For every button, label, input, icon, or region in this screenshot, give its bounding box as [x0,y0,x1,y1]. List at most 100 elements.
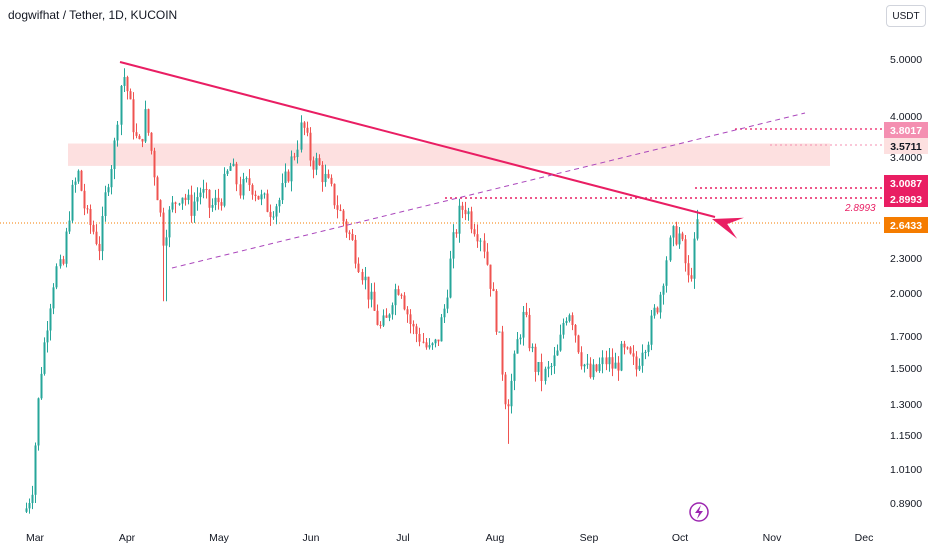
price-label-bg [884,175,928,191]
candle-body [245,178,248,180]
candle-body [25,508,28,512]
candle-body [104,192,107,217]
ascending-dashed-trendline[interactable] [171,112,806,269]
candle-body [403,295,406,310]
candle-body [59,259,62,267]
candle-body [110,169,113,188]
candle-body [357,263,360,273]
candle-body [235,163,238,185]
candle-body [528,314,531,349]
candle-body [89,209,92,226]
candle-body [519,337,522,340]
candle-body [217,197,220,203]
candle-body [418,333,421,342]
candle-body [43,342,46,374]
candle-body [443,308,446,318]
candle-body [412,323,415,327]
candle-body [126,77,129,92]
candle-body [440,317,443,342]
candle-body [467,211,470,215]
candle-body [178,203,181,205]
x-tick-label: Nov [763,532,782,544]
candle-body [74,181,77,185]
candle-body [422,341,425,343]
y-tick-label: 1.1500 [890,430,922,442]
price-label-bg [884,138,928,154]
candle-body [580,352,583,367]
candle-body [361,272,364,281]
candle-body [95,231,98,244]
candle-body [495,291,498,332]
candle-body [214,197,217,206]
candle-body [672,226,675,238]
candle-body [65,231,68,264]
price-label: 3.5711 [890,141,922,153]
candle-body [659,294,662,313]
candle-body [330,177,333,184]
candle-body [98,243,101,252]
candle-body [190,194,193,216]
candle-body [129,91,132,100]
candle-body [489,264,492,289]
price-label: 2.8993 [890,194,922,206]
candle-body [239,184,242,196]
candle-body [693,238,696,279]
candle-body [260,194,263,200]
y-tick-label: 2.3000 [890,253,922,265]
candle-body [220,202,223,206]
candle-body [229,166,232,171]
candle-body [455,232,458,234]
candle-body [370,291,373,300]
candle-body [513,353,516,381]
y-tick-label: 2.0000 [890,288,922,300]
candle-body [184,197,187,200]
candle-body [153,150,156,178]
candle-body [202,188,205,193]
candle-body [586,363,589,365]
candle-body [388,314,391,318]
candle-body [574,325,577,336]
candle-body [120,85,123,125]
y-tick-label: 1.7000 [890,331,922,343]
candle-body [568,315,571,321]
candle-body [522,311,525,338]
candle-body [251,185,254,195]
candle-body [665,260,668,286]
candle-body [342,210,345,222]
x-tick-label: Sep [580,532,599,544]
candle-body [647,344,650,352]
candle-body [583,364,586,367]
currency-button[interactable]: USDT [886,5,926,27]
candle-body [254,194,257,196]
candle-body [373,291,376,311]
candle-body [226,170,229,174]
candle-body [306,127,309,133]
x-tick-label: Aug [486,532,505,544]
candle-body [510,380,513,407]
candle-body [458,205,461,234]
candle-body [284,171,287,184]
candle-body [397,289,400,295]
candle-body [641,352,644,366]
candle-body [592,364,595,378]
candle-body [650,315,653,345]
candle-body [394,289,397,306]
candle-body [516,339,519,354]
candle-body [653,307,656,316]
candle-body [690,275,693,279]
candle-body [391,305,394,315]
candle-body [479,240,482,242]
candle-body [354,239,357,264]
candle-body [681,233,684,240]
candle-body [83,190,86,209]
candle-body [181,197,184,204]
candle-body [367,276,370,300]
candle-body [544,368,547,381]
candle-body [309,132,312,161]
candle-body [263,193,266,195]
candle-body [281,183,284,201]
descending-trendline[interactable] [119,61,716,218]
y-tick-label: 0.8900 [890,498,922,510]
candle-body [632,353,635,357]
